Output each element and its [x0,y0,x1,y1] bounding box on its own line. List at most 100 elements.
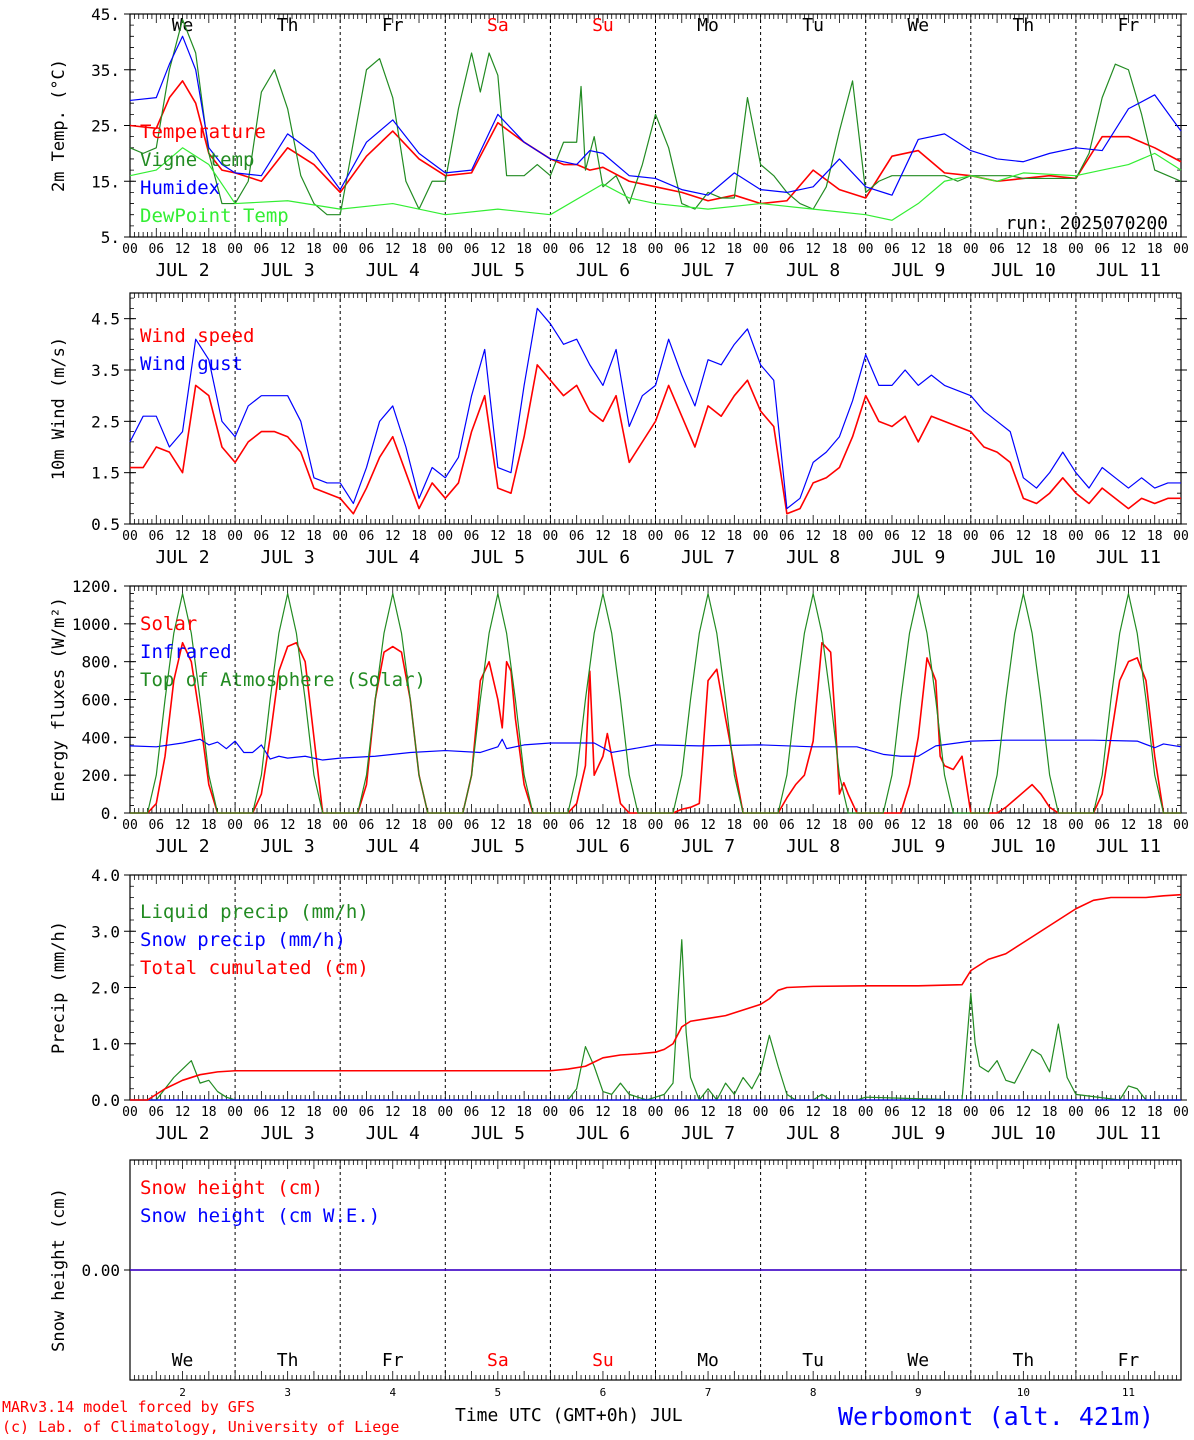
hour-tick-label: 18 [1147,242,1163,257]
hour-tick-label: 00 [753,818,769,833]
day-name-label: Tu [802,15,824,36]
panel-1-y-tick-label: 3.5 [91,361,120,380]
date-label: JUL 6 [576,547,630,568]
hour-tick-label: 12 [1016,1105,1032,1120]
hour-tick-label: 06 [674,818,690,833]
hour-tick-label: 00 [753,529,769,544]
day-name-label: We [172,1350,194,1371]
hour-tick-label: 18 [1147,818,1163,833]
date-label: JUL 7 [681,260,735,281]
date-label: JUL 8 [786,1123,840,1144]
panel-1-series-0-line [130,364,1181,515]
hour-tick-label: 00 [1068,1105,1084,1120]
hour-tick-label: 00 [648,529,664,544]
panel-3-legend-0: Liquid precip (mm/h) [140,901,369,923]
date-label: JUL 11 [1096,547,1161,568]
hour-tick-label: 18 [621,242,637,257]
hour-tick-label: 00 [963,818,979,833]
hour-tick-label: 06 [674,242,690,257]
panel-2-legend-2: Top of Atmosphere (Solar) [140,669,426,691]
hour-tick-label: 12 [700,818,716,833]
date-label: JUL 4 [366,1123,420,1144]
hour-tick-label: 06 [1094,1105,1110,1120]
date-label: JUL 5 [471,547,525,568]
hour-tick-label: 06 [569,529,585,544]
panel-3-y-tick-label: 3.0 [91,922,120,941]
hour-tick-label: 18 [411,529,427,544]
hour-tick-label: 00 [1068,242,1084,257]
date-label: JUL 10 [991,836,1056,857]
hour-tick-label: 12 [490,242,506,257]
hour-tick-label: 06 [884,529,900,544]
date-label: JUL 11 [1096,836,1161,857]
hour-tick-label: 18 [832,529,848,544]
date-label: JUL 6 [576,1123,630,1144]
hour-tick-label: 12 [805,529,821,544]
hour-tick-label: 12 [805,818,821,833]
hour-tick-label: 00 [1173,818,1189,833]
day-name-label: Fr [1118,15,1140,36]
hour-tick-label: 18 [516,529,532,544]
hour-tick-label: 06 [989,529,1005,544]
hour-tick-label: 00 [963,242,979,257]
date-label: JUL 9 [891,547,945,568]
hour-tick-label: 06 [464,818,480,833]
hour-tick-label: 18 [516,242,532,257]
panel-3-legend-1: Snow precip (mm/h) [140,929,346,951]
hour-tick-label: 12 [280,242,296,257]
hour-tick-label: 00 [332,529,348,544]
hour-tick-label: 00 [227,242,243,257]
hour-tick-label: 06 [989,1105,1005,1120]
hour-tick-label: 06 [989,242,1005,257]
date-label: JUL 2 [155,547,209,568]
hour-tick-label: 12 [595,242,611,257]
hour-tick-label: 12 [490,818,506,833]
hour-tick-label: 12 [1016,818,1032,833]
hour-tick-label: 18 [832,242,848,257]
hour-tick-label: 00 [963,529,979,544]
footer-lab: (c) Lab. of Climatology, University of L… [2,1418,400,1436]
hour-tick-label: 00 [1068,529,1084,544]
day-name-label: We [907,15,929,36]
hour-tick-label: 00 [227,529,243,544]
panel-3-legend-2: Total cumulated (cm) [140,957,369,979]
panel-0-y-minor-ticks [130,13,1181,238]
hour-tick-label: 18 [937,242,953,257]
date-label: JUL 9 [891,836,945,857]
date-label: JUL 3 [261,1123,315,1144]
day-number-label: 8 [810,1386,817,1399]
panel-0-legend-0: Temperature [140,121,266,143]
day-name-label: Su [592,1350,614,1371]
date-label: JUL 2 [155,1123,209,1144]
hour-tick-label: 18 [1147,529,1163,544]
hour-tick-label: 00 [963,1105,979,1120]
panel-0-y-tick-label: 45. [91,5,120,24]
hour-tick-label: 12 [700,1105,716,1120]
hour-tick-label: 06 [779,529,795,544]
hour-tick-label: 18 [726,818,742,833]
panel-3-y-label: Precip (mm/h) [49,921,69,1054]
hour-tick-label: 12 [1121,529,1137,544]
hour-tick-label: 12 [280,1105,296,1120]
hour-tick-label: 00 [437,529,453,544]
hour-tick-label: 18 [411,1105,427,1120]
hour-tick-label: 18 [937,529,953,544]
date-label: JUL 2 [155,836,209,857]
hour-tick-label: 18 [726,529,742,544]
day-name-label: Tu [802,1350,824,1371]
hour-tick-label: 18 [516,818,532,833]
day-name-label: Sa [487,15,509,36]
panel-4-y-tick-label: 0.00 [81,1261,120,1280]
hour-tick-label: 18 [306,242,322,257]
day-name-label: Th [277,15,299,36]
date-label: JUL 6 [576,836,630,857]
date-label: JUL 7 [681,547,735,568]
hour-tick-label: 18 [1147,1105,1163,1120]
hour-tick-label: 12 [175,242,191,257]
hour-tick-label: 00 [437,818,453,833]
day-number-label: 2 [179,1386,186,1399]
hour-tick-label: 18 [621,1105,637,1120]
date-label: JUL 9 [891,1123,945,1144]
hour-tick-label: 06 [464,1105,480,1120]
